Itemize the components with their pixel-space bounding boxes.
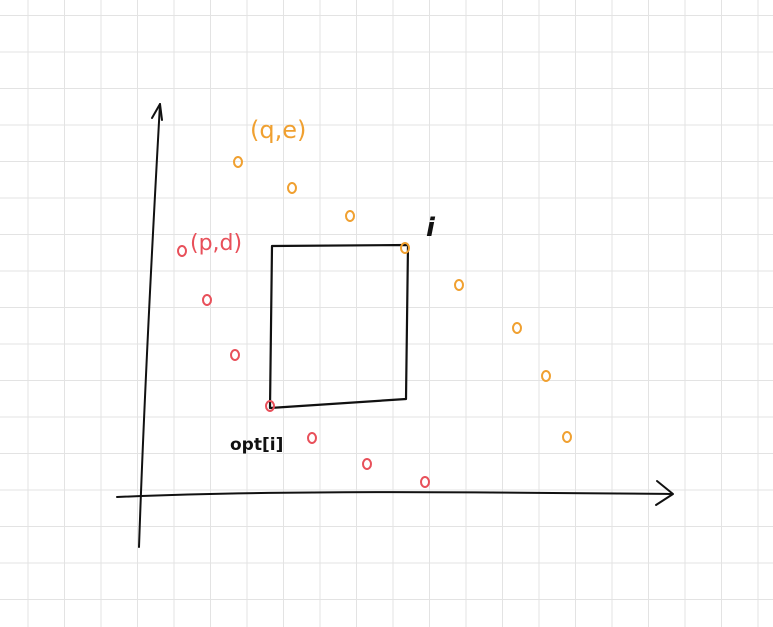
red-points	[177, 245, 430, 488]
orange-point-2	[287, 182, 297, 194]
orange-point-1	[233, 156, 243, 168]
red-point-3	[230, 349, 240, 361]
rectangle	[268, 243, 410, 410]
orange-point-7	[541, 370, 551, 382]
orange-point-8	[562, 431, 572, 443]
orange-point-3	[345, 210, 355, 222]
red-pair-label: (p,d)	[190, 231, 242, 256]
corner-label: i	[426, 213, 436, 243]
orange-pair-label: (q,e)	[250, 116, 306, 144]
y-axis	[138, 103, 161, 548]
red-point-4	[265, 400, 275, 412]
x-axis	[116, 491, 673, 498]
orange-point-5	[454, 279, 464, 291]
orange-points	[233, 156, 572, 443]
x-axis-arrow-icon	[655, 480, 674, 506]
red-point-6	[362, 458, 372, 470]
orange-point-6	[512, 322, 522, 334]
red-point-7	[420, 476, 430, 488]
red-point-1	[177, 245, 187, 257]
red-point-5	[307, 432, 317, 444]
orange-point-4	[400, 242, 410, 254]
opt-label: opt[i]	[230, 435, 283, 455]
red-point-2	[202, 294, 212, 306]
y-axis-arrow-icon	[151, 103, 163, 121]
